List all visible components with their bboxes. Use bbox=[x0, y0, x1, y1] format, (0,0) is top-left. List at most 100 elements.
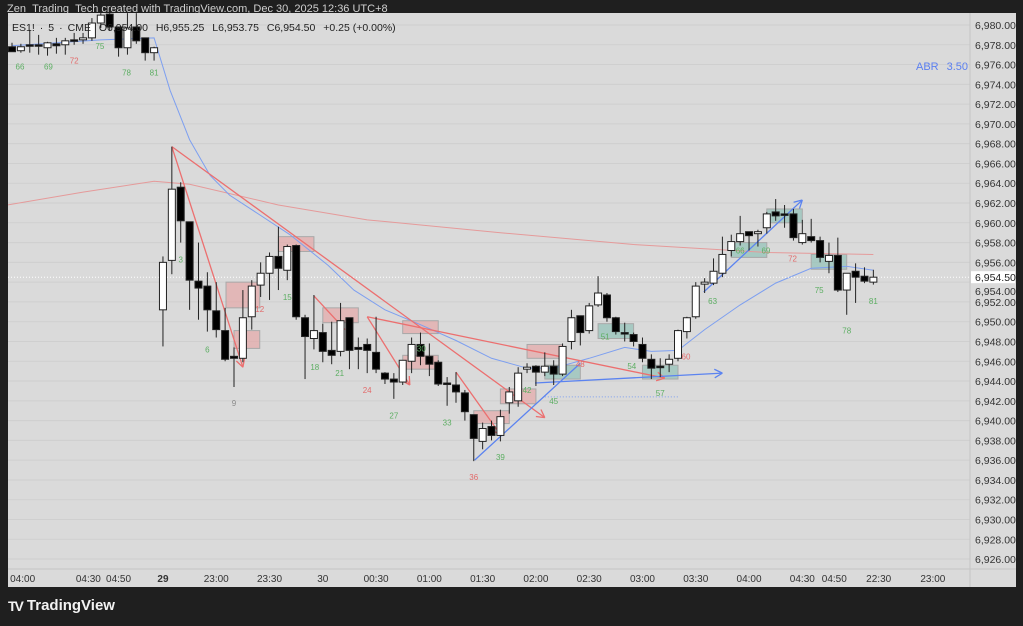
candle[interactable] bbox=[647, 354, 656, 380]
candle[interactable] bbox=[736, 215, 745, 246]
candle[interactable] bbox=[469, 414, 478, 462]
candle[interactable] bbox=[505, 386, 514, 414]
candle[interactable] bbox=[674, 329, 682, 362]
candle[interactable] bbox=[34, 34, 43, 55]
candle[interactable] bbox=[780, 204, 789, 228]
red-trendline[interactable] bbox=[367, 316, 665, 379]
candle[interactable] bbox=[389, 373, 398, 399]
candle[interactable] bbox=[345, 317, 354, 370]
candle[interactable] bbox=[611, 316, 620, 335]
candle[interactable] bbox=[380, 372, 389, 385]
candle[interactable] bbox=[203, 272, 212, 332]
candle[interactable] bbox=[167, 146, 176, 275]
candle[interactable] bbox=[114, 26, 123, 57]
moving-average-line[interactable] bbox=[8, 180, 874, 255]
price-axis[interactable] bbox=[971, 13, 1016, 569]
candle[interactable] bbox=[292, 244, 301, 320]
candle[interactable] bbox=[301, 314, 310, 380]
ema-line[interactable] bbox=[11, 37, 874, 369]
interval[interactable]: 5 bbox=[48, 22, 55, 34]
candle[interactable] bbox=[460, 389, 469, 421]
candle[interactable] bbox=[87, 18, 96, 41]
candle[interactable] bbox=[682, 316, 691, 339]
red-trendline[interactable] bbox=[455, 371, 501, 435]
candle[interactable] bbox=[141, 37, 150, 61]
candle[interactable] bbox=[43, 41, 52, 56]
candle[interactable] bbox=[709, 258, 718, 286]
candle[interactable] bbox=[798, 219, 807, 245]
candle[interactable] bbox=[416, 332, 425, 366]
candle[interactable] bbox=[727, 234, 736, 257]
candle[interactable] bbox=[567, 309, 576, 350]
candle[interactable] bbox=[656, 358, 665, 378]
candle[interactable] bbox=[487, 420, 496, 441]
candle[interactable] bbox=[558, 343, 567, 377]
symbol-name[interactable]: ES1! bbox=[12, 22, 35, 34]
candle[interactable] bbox=[318, 323, 327, 363]
candle[interactable] bbox=[762, 211, 771, 234]
candle[interactable] bbox=[549, 360, 558, 385]
candle[interactable] bbox=[443, 377, 452, 406]
candle[interactable] bbox=[158, 256, 167, 347]
tradingview-brand[interactable]: TV TradingView bbox=[8, 597, 115, 614]
candle[interactable] bbox=[363, 338, 372, 374]
candle[interactable] bbox=[629, 332, 638, 347]
candle[interactable] bbox=[816, 236, 825, 263]
candle[interactable] bbox=[247, 280, 256, 330]
candle[interactable] bbox=[52, 37, 61, 54]
candle[interactable] bbox=[514, 367, 523, 407]
candle[interactable] bbox=[79, 32, 88, 44]
candle[interactable] bbox=[540, 352, 549, 377]
chart-frame[interactable]: 6,980.00 6,978.00 6,976.00 6,974.00 6,972.00… bbox=[8, 13, 1016, 587]
candlestick-chart[interactable]: 6,980.00 6,978.00 6,976.00 6,974.00 6,972.00… bbox=[8, 13, 1016, 587]
candle[interactable] bbox=[230, 347, 238, 387]
candle[interactable] bbox=[283, 244, 292, 281]
candle[interactable] bbox=[372, 316, 381, 374]
candle[interactable] bbox=[327, 321, 336, 365]
candle[interactable] bbox=[336, 302, 345, 357]
candle[interactable] bbox=[123, 13, 132, 55]
candle[interactable] bbox=[869, 269, 878, 285]
candle[interactable] bbox=[531, 365, 540, 386]
red-trendline[interactable] bbox=[171, 146, 244, 368]
candle[interactable] bbox=[691, 282, 700, 319]
candle[interactable] bbox=[354, 337, 363, 370]
candle[interactable] bbox=[194, 242, 203, 320]
candle[interactable] bbox=[238, 290, 247, 363]
candle[interactable] bbox=[620, 322, 629, 342]
candle[interactable] bbox=[274, 226, 283, 291]
candle[interactable] bbox=[265, 252, 274, 300]
candle[interactable] bbox=[221, 307, 230, 362]
candle[interactable] bbox=[105, 13, 114, 31]
candle[interactable] bbox=[25, 29, 34, 53]
candle[interactable] bbox=[150, 46, 159, 61]
candle[interactable] bbox=[771, 199, 780, 221]
candle[interactable] bbox=[96, 13, 105, 28]
candle[interactable] bbox=[842, 272, 851, 315]
candle[interactable] bbox=[807, 218, 816, 243]
candle[interactable] bbox=[789, 208, 798, 241]
candle[interactable] bbox=[256, 262, 265, 297]
candle[interactable] bbox=[398, 359, 407, 385]
candle[interactable] bbox=[753, 229, 762, 247]
candle[interactable] bbox=[8, 42, 16, 53]
candle[interactable] bbox=[602, 293, 611, 322]
candle[interactable] bbox=[452, 372, 460, 403]
candle[interactable] bbox=[523, 363, 532, 374]
candle[interactable] bbox=[407, 337, 416, 374]
candle[interactable] bbox=[718, 236, 727, 278]
candle[interactable] bbox=[585, 302, 594, 334]
candle[interactable] bbox=[212, 282, 221, 338]
blue-trendline[interactable] bbox=[534, 372, 723, 384]
candle[interactable] bbox=[132, 13, 141, 44]
red-trendline[interactable] bbox=[171, 146, 546, 419]
candle[interactable] bbox=[700, 278, 709, 294]
candle[interactable] bbox=[665, 354, 674, 373]
candle[interactable] bbox=[16, 43, 25, 53]
candle[interactable] bbox=[185, 221, 194, 310]
candle[interactable] bbox=[61, 37, 70, 55]
candle[interactable] bbox=[594, 276, 603, 307]
candle[interactable] bbox=[70, 32, 79, 45]
candle[interactable] bbox=[833, 237, 842, 293]
blue-trendline[interactable] bbox=[474, 362, 581, 461]
